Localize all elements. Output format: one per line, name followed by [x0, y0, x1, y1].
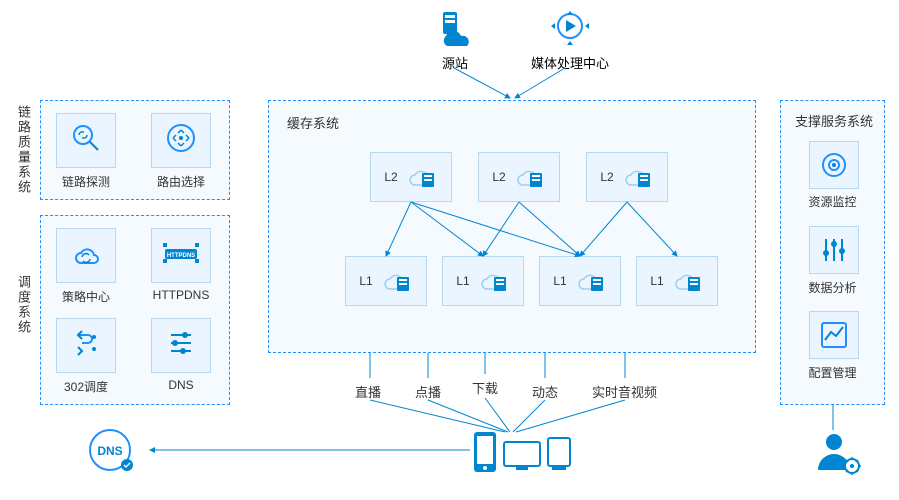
- cloud-server-icon: [377, 267, 413, 295]
- l1-node-3: L1: [636, 256, 718, 306]
- cloud-server-icon: [668, 267, 704, 295]
- route-select-box: [151, 113, 211, 168]
- redirect-302-icon: [68, 325, 104, 361]
- support-panel: 支撑服务系统 资源监控 数据分析 配置管理: [780, 100, 885, 405]
- svc-live: 直播: [355, 382, 381, 401]
- config-box: [809, 311, 859, 359]
- l2-label-0: L2: [384, 170, 397, 184]
- link-probe-label: 链路探测: [46, 173, 126, 190]
- dns-label: DNS: [141, 378, 221, 392]
- l1-label-3: L1: [650, 274, 663, 288]
- svc-dyn: 动态: [532, 382, 558, 401]
- l2-label-1: L2: [492, 170, 505, 184]
- bars-sliders-icon: [817, 233, 851, 267]
- redirect-label: 302调度: [46, 378, 126, 395]
- route-arrows-icon: [163, 120, 199, 156]
- l2-node-2: L2: [586, 152, 668, 202]
- l1-node-2: L1: [539, 256, 621, 306]
- support-title: 支撑服务系统: [795, 111, 873, 130]
- origin-label: 源站: [420, 53, 490, 72]
- dns-globe-icon: DNS: [85, 425, 145, 475]
- httpdns-label: HTTPDNS: [141, 288, 221, 302]
- scheduling-title: 调度系统: [14, 275, 33, 335]
- cloud-sync-icon: [68, 235, 104, 271]
- svc-dl: 下载: [472, 378, 498, 397]
- strategy-label: 策略中心: [46, 288, 126, 305]
- devices-group: [470, 428, 580, 483]
- cloud-server-icon: [474, 267, 510, 295]
- server-cloud-icon: [431, 8, 479, 48]
- svg-text:DNS: DNS: [97, 444, 122, 458]
- user-node: [812, 428, 862, 483]
- redirect-box: [56, 318, 116, 373]
- l1-label-1: L1: [456, 274, 469, 288]
- svc-rtc: 实时音视频: [592, 382, 657, 401]
- l2-node-0: L2: [370, 152, 452, 202]
- cloud-server-icon: [510, 163, 546, 191]
- monitor-label: 资源监控: [781, 193, 884, 210]
- analytics-box: [809, 226, 859, 274]
- l1-node-1: L1: [442, 256, 524, 306]
- l2-node-1: L2: [478, 152, 560, 202]
- l2-label-2: L2: [600, 170, 613, 184]
- magnifier-link-icon: [68, 120, 104, 156]
- cloud-server-icon: [618, 163, 654, 191]
- httpdns-badge-icon: HTTPDNS: [159, 235, 203, 271]
- httpdns-box: HTTPDNS: [151, 228, 211, 283]
- l1-node-0: L1: [345, 256, 427, 306]
- link-quality-title: 链路质量系统: [14, 105, 33, 195]
- analytics-label: 数据分析: [781, 279, 884, 296]
- cache-panel: 缓存系统: [268, 100, 756, 353]
- cloud-server-icon: [402, 163, 438, 191]
- config-label: 配置管理: [781, 364, 884, 381]
- sliders-icon: [163, 325, 199, 361]
- cache-title: 缓存系统: [287, 113, 339, 132]
- svc-vod: 点播: [415, 382, 441, 401]
- route-select-label: 路由选择: [141, 173, 221, 190]
- media-gear-icon: [546, 8, 594, 48]
- dns-globe-node: DNS: [85, 425, 145, 480]
- cloud-server-icon: [571, 267, 607, 295]
- origin-node: 源站: [420, 8, 490, 72]
- chart-line-icon: [817, 318, 851, 352]
- scheduling-panel: 策略中心 HTTPDNS HTTPDNS 302调度 DNS: [40, 215, 230, 405]
- eye-target-icon: [817, 148, 851, 182]
- svg-text:HTTPDNS: HTTPDNS: [167, 253, 195, 259]
- strategy-box: [56, 228, 116, 283]
- l1-label-0: L1: [359, 274, 372, 288]
- link-quality-panel: 链路探测 路由选择: [40, 100, 230, 200]
- l1-label-2: L1: [553, 274, 566, 288]
- devices-icon: [470, 428, 580, 478]
- monitor-box: [809, 141, 859, 189]
- link-probe-box: [56, 113, 116, 168]
- dns-box: [151, 318, 211, 373]
- media-label: 媒体处理中心: [520, 53, 620, 72]
- user-gear-icon: [812, 428, 862, 478]
- media-node: 媒体处理中心: [520, 8, 620, 72]
